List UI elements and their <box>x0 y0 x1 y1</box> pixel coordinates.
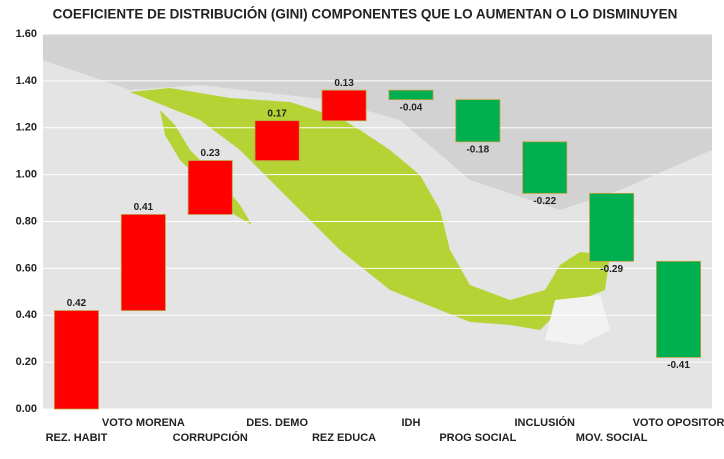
bar <box>455 99 501 143</box>
x-tick-label: PROG SOCIAL <box>439 432 516 444</box>
data-label: 0.23 <box>201 148 221 159</box>
x-tick-label: REZ. HABIT <box>46 432 108 444</box>
y-tick-label: 1.40 <box>16 75 37 87</box>
y-tick-label: 1.60 <box>16 28 37 40</box>
data-label: -0.29 <box>600 264 623 275</box>
map-mexico <box>130 88 610 330</box>
y-tick-label: 0.60 <box>16 262 37 274</box>
x-tick-label: VOTO OPOSITOR <box>633 417 724 429</box>
data-label: 0.41 <box>134 202 154 213</box>
data-label: -0.18 <box>466 144 489 155</box>
data-label: 0.17 <box>267 108 287 119</box>
x-tick-label: MOV. SOCIAL <box>576 432 648 444</box>
data-label: -0.04 <box>400 102 423 113</box>
bar <box>53 310 99 410</box>
bar <box>589 192 635 262</box>
bar <box>656 260 702 358</box>
x-tick-label: DES. DEMO <box>246 417 308 429</box>
x-tick-label: INCLUSIÓN <box>515 416 576 429</box>
data-label: -0.41 <box>667 360 690 371</box>
bar <box>254 120 300 161</box>
data-label: -0.22 <box>533 196 556 207</box>
data-label: 0.13 <box>334 78 354 89</box>
map-central-america <box>545 295 610 345</box>
bar <box>120 214 166 311</box>
data-label: 0.42 <box>67 298 87 309</box>
y-tick-label: 0.00 <box>16 403 37 415</box>
x-tick-label: REZ EDUCA <box>312 432 376 444</box>
y-tick-label: 0.20 <box>16 356 37 368</box>
x-tick-label: CORRUPCIÓN <box>173 431 248 444</box>
x-tick-label: VOTO MORENA <box>102 417 185 429</box>
bar <box>321 89 367 122</box>
bar <box>187 160 233 215</box>
y-tick-label: 0.40 <box>16 309 37 321</box>
y-tick-label: 1.20 <box>16 122 37 134</box>
bar <box>388 89 434 101</box>
y-tick-label: 1.00 <box>16 169 37 181</box>
bar <box>522 141 568 194</box>
x-tick-label: IDH <box>401 417 420 429</box>
chart-title: COEFICIENTE DE DISTRIBUCIÓN (GINI) COMPO… <box>53 7 678 22</box>
y-tick-label: 0.80 <box>16 215 37 227</box>
